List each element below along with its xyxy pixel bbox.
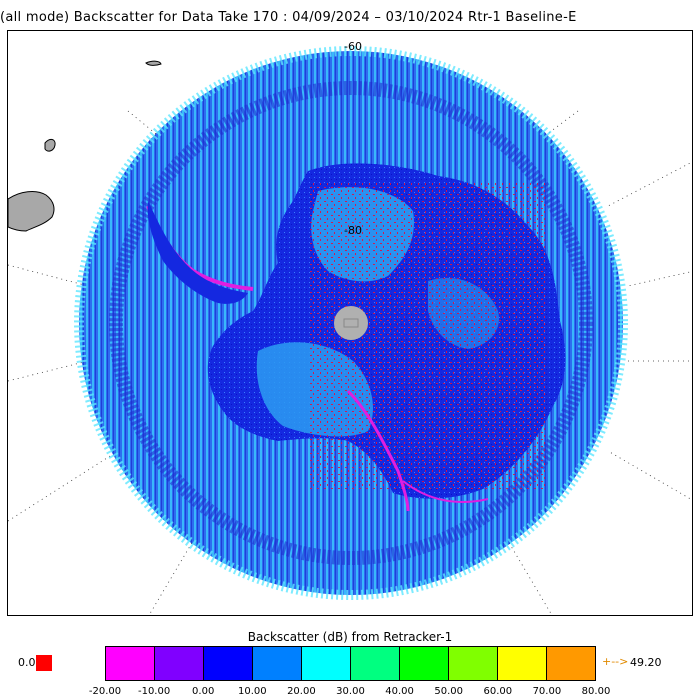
colorbar-segment bbox=[547, 647, 595, 680]
colorbar-tick-label: 80.00 bbox=[581, 686, 611, 697]
over-arrow: +--> bbox=[602, 655, 629, 668]
polar-map bbox=[8, 46, 692, 615]
colorbar-segment bbox=[400, 647, 449, 680]
lat-label-80: -80 bbox=[344, 224, 362, 237]
colorbar-segment bbox=[106, 647, 155, 680]
colorbar-tick-label: 0.00 bbox=[192, 686, 215, 697]
colorbar-tick-label: 70.00 bbox=[532, 686, 562, 697]
colorbar-tick-label: 60.00 bbox=[483, 686, 513, 697]
under-swatch bbox=[36, 655, 52, 671]
south-america-landmass bbox=[8, 191, 55, 232]
colorbar-segment bbox=[351, 647, 400, 680]
colorbar-tick-label: 50.00 bbox=[434, 686, 464, 697]
colorbar-segment bbox=[302, 647, 351, 680]
under-value: 0.0 bbox=[18, 656, 36, 669]
colorbar-tick-label: 30.00 bbox=[336, 686, 365, 697]
pole-hole bbox=[334, 306, 368, 340]
page-title: (all mode) Backscatter for Data Take 170… bbox=[0, 10, 577, 25]
lat-label-60: -60 bbox=[344, 40, 362, 53]
colorbar bbox=[105, 646, 596, 681]
over-value: 49.20 bbox=[630, 656, 662, 669]
colorbar-segment bbox=[449, 647, 498, 680]
colorbar-tick-label: 10.00 bbox=[237, 686, 267, 697]
legend-title: Backscatter (dB) from Retracker-1 bbox=[247, 630, 453, 644]
colorbar-segment bbox=[204, 647, 253, 680]
colorbar-segment bbox=[253, 647, 302, 680]
colorbar-tick-label: -10.00 bbox=[137, 686, 171, 697]
colorbar-tick-label: 40.00 bbox=[385, 686, 414, 697]
colorbar-segment bbox=[498, 647, 547, 680]
colorbar-tick-label: -20.00 bbox=[88, 686, 122, 697]
map-frame: -60 -80 bbox=[7, 30, 693, 616]
antarctic-peninsula bbox=[147, 201, 248, 304]
colorbar-segment bbox=[155, 647, 204, 680]
meridian-lines bbox=[8, 110, 692, 615]
colorbar-tick-label: 20.00 bbox=[287, 686, 316, 697]
colorbar-ticks: -20.00 -10.00 0.00 10.00 20.00 30.00 40.00 50.0… bbox=[0, 686, 700, 700]
